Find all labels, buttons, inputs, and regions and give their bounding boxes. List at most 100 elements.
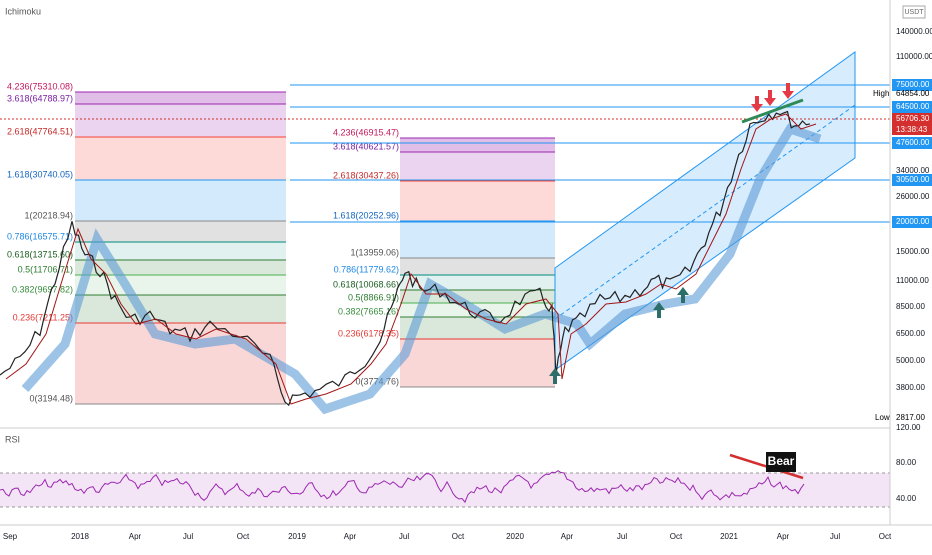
currency: USDT (904, 9, 924, 16)
high-label: High (873, 89, 889, 98)
fib-zone (75, 104, 286, 137)
fib-label: 0.236(7211.25) (13, 312, 73, 322)
price-tick: 5000.00 (896, 356, 925, 365)
time-tick: Sep (3, 532, 18, 541)
time-tick: Jul (399, 532, 409, 541)
fib-zone (400, 138, 555, 152)
fib-label: 1(20218.94) (24, 210, 73, 220)
price-tick: 15000.00 (896, 247, 930, 256)
rsi-line (0, 470, 805, 504)
low-value: 2817.00 (896, 413, 925, 422)
price-tick: 3800.00 (896, 383, 925, 392)
high-value: 64854.00 (896, 89, 930, 98)
time-tick: Jul (617, 532, 627, 541)
time-tick: 2021 (720, 532, 738, 541)
fib-label: 3.618(40621.57) (333, 141, 399, 151)
price-tick: 110000.00 (896, 52, 932, 61)
fib-label: 2.618(30437.26) (333, 170, 399, 180)
rsi-tick: 120.00 (896, 423, 921, 432)
fib-label: 1.618(20252.96) (333, 210, 399, 220)
fib-label: 0.618(10068.66) (333, 279, 399, 289)
time-tick: Apr (344, 532, 357, 541)
rsi-tick: 80.00 (896, 458, 917, 467)
fib-label: 0.5(8866.91) (348, 292, 399, 302)
fib-label: 0.382(9697.82) (12, 284, 73, 294)
price-line (0, 110, 811, 407)
fib-zone (400, 339, 555, 387)
buy-arrows (549, 287, 689, 384)
parallel-channel (554, 51, 856, 371)
trend-line (741, 98, 804, 124)
fib-zone (75, 180, 286, 221)
level-badge (892, 79, 932, 91)
time-tick: Oct (237, 532, 250, 541)
rsi-band (0, 473, 890, 507)
time-tick: Apr (561, 532, 574, 541)
price-tick: 6500.00 (896, 329, 925, 338)
level-badge-text: 64500.00 (896, 102, 930, 111)
fib-label: 3.618(64788.97) (7, 93, 73, 103)
price-tick: 8500.00 (896, 302, 925, 311)
countdown: 13:38:43 (896, 125, 928, 134)
fib-zone (400, 181, 555, 221)
fib-zone (75, 275, 286, 295)
level-badge-text: 75000.00 (896, 80, 930, 89)
level-badge-text: 20000.00 (896, 217, 930, 226)
annotation-box (766, 452, 796, 472)
level-badge (892, 216, 932, 228)
fib-label: 0.786(16575.71) (7, 231, 73, 241)
price-tick: 140000.00 (896, 27, 932, 36)
level-badge-text: 47600.00 (896, 138, 930, 147)
fib-label: 4.236(75310.08) (7, 81, 73, 91)
time-tick: Oct (879, 532, 892, 541)
time-tick: Jul (183, 532, 193, 541)
price-axis (890, 0, 932, 550)
fib-label: 0.786(11779.62) (334, 264, 399, 274)
time-tick: 2020 (506, 532, 524, 541)
fib-zone (400, 152, 555, 181)
fib-label: 4.236(46915.47) (333, 127, 399, 137)
fib-label: 1.618(30740.05) (7, 169, 73, 179)
rsi-label: RSI (5, 434, 20, 444)
fib-zone (75, 137, 286, 180)
currency-box (902, 5, 926, 19)
price-tick: 34000.00 (896, 166, 930, 175)
time-tick: Jul (830, 532, 840, 541)
channel-midline (554, 104, 856, 320)
fib-label: 0.5(11706.71) (18, 264, 73, 274)
time-tick: Oct (452, 532, 465, 541)
price-tick: 26000.00 (896, 192, 930, 201)
level-badge (892, 174, 932, 186)
ichimoku-base-line (5, 113, 817, 405)
fib-zone (75, 295, 286, 323)
fib-label: 1(13959.06) (350, 247, 399, 257)
price-tick: 11000.00 (896, 276, 929, 285)
fib-zone (400, 275, 555, 290)
ichimoku-cloud (21, 123, 822, 415)
level-badge (892, 101, 932, 113)
indicator-label: Ichimoku (5, 6, 41, 16)
last-price: 56706.30 (896, 114, 930, 123)
fib-zone (400, 221, 555, 258)
fib-zone (75, 221, 286, 242)
low-label: Low (875, 413, 890, 422)
time-tick: Oct (670, 532, 683, 541)
sell-arrows (751, 83, 794, 112)
last-price-box (892, 113, 932, 135)
fib-zone (75, 260, 286, 275)
fib-zone (75, 242, 286, 260)
level-badge-text: 30500.00 (896, 175, 930, 184)
rsi-tick: 40.00 (896, 494, 917, 503)
time-tick: 2018 (71, 532, 89, 541)
fib-zone (75, 92, 286, 104)
fib-label: 0.618(13715.60) (7, 249, 73, 259)
annotation: Bear (768, 454, 795, 468)
fib-label: 2.618(47764.51) (7, 126, 73, 136)
level-badge (892, 137, 932, 149)
time-tick: 2019 (288, 532, 306, 541)
time-tick: Apr (129, 532, 142, 541)
fib-label: 0.382(7665.16) (338, 306, 399, 316)
fib-zone (400, 258, 555, 275)
fib-label: 0(3194.48) (29, 393, 73, 403)
